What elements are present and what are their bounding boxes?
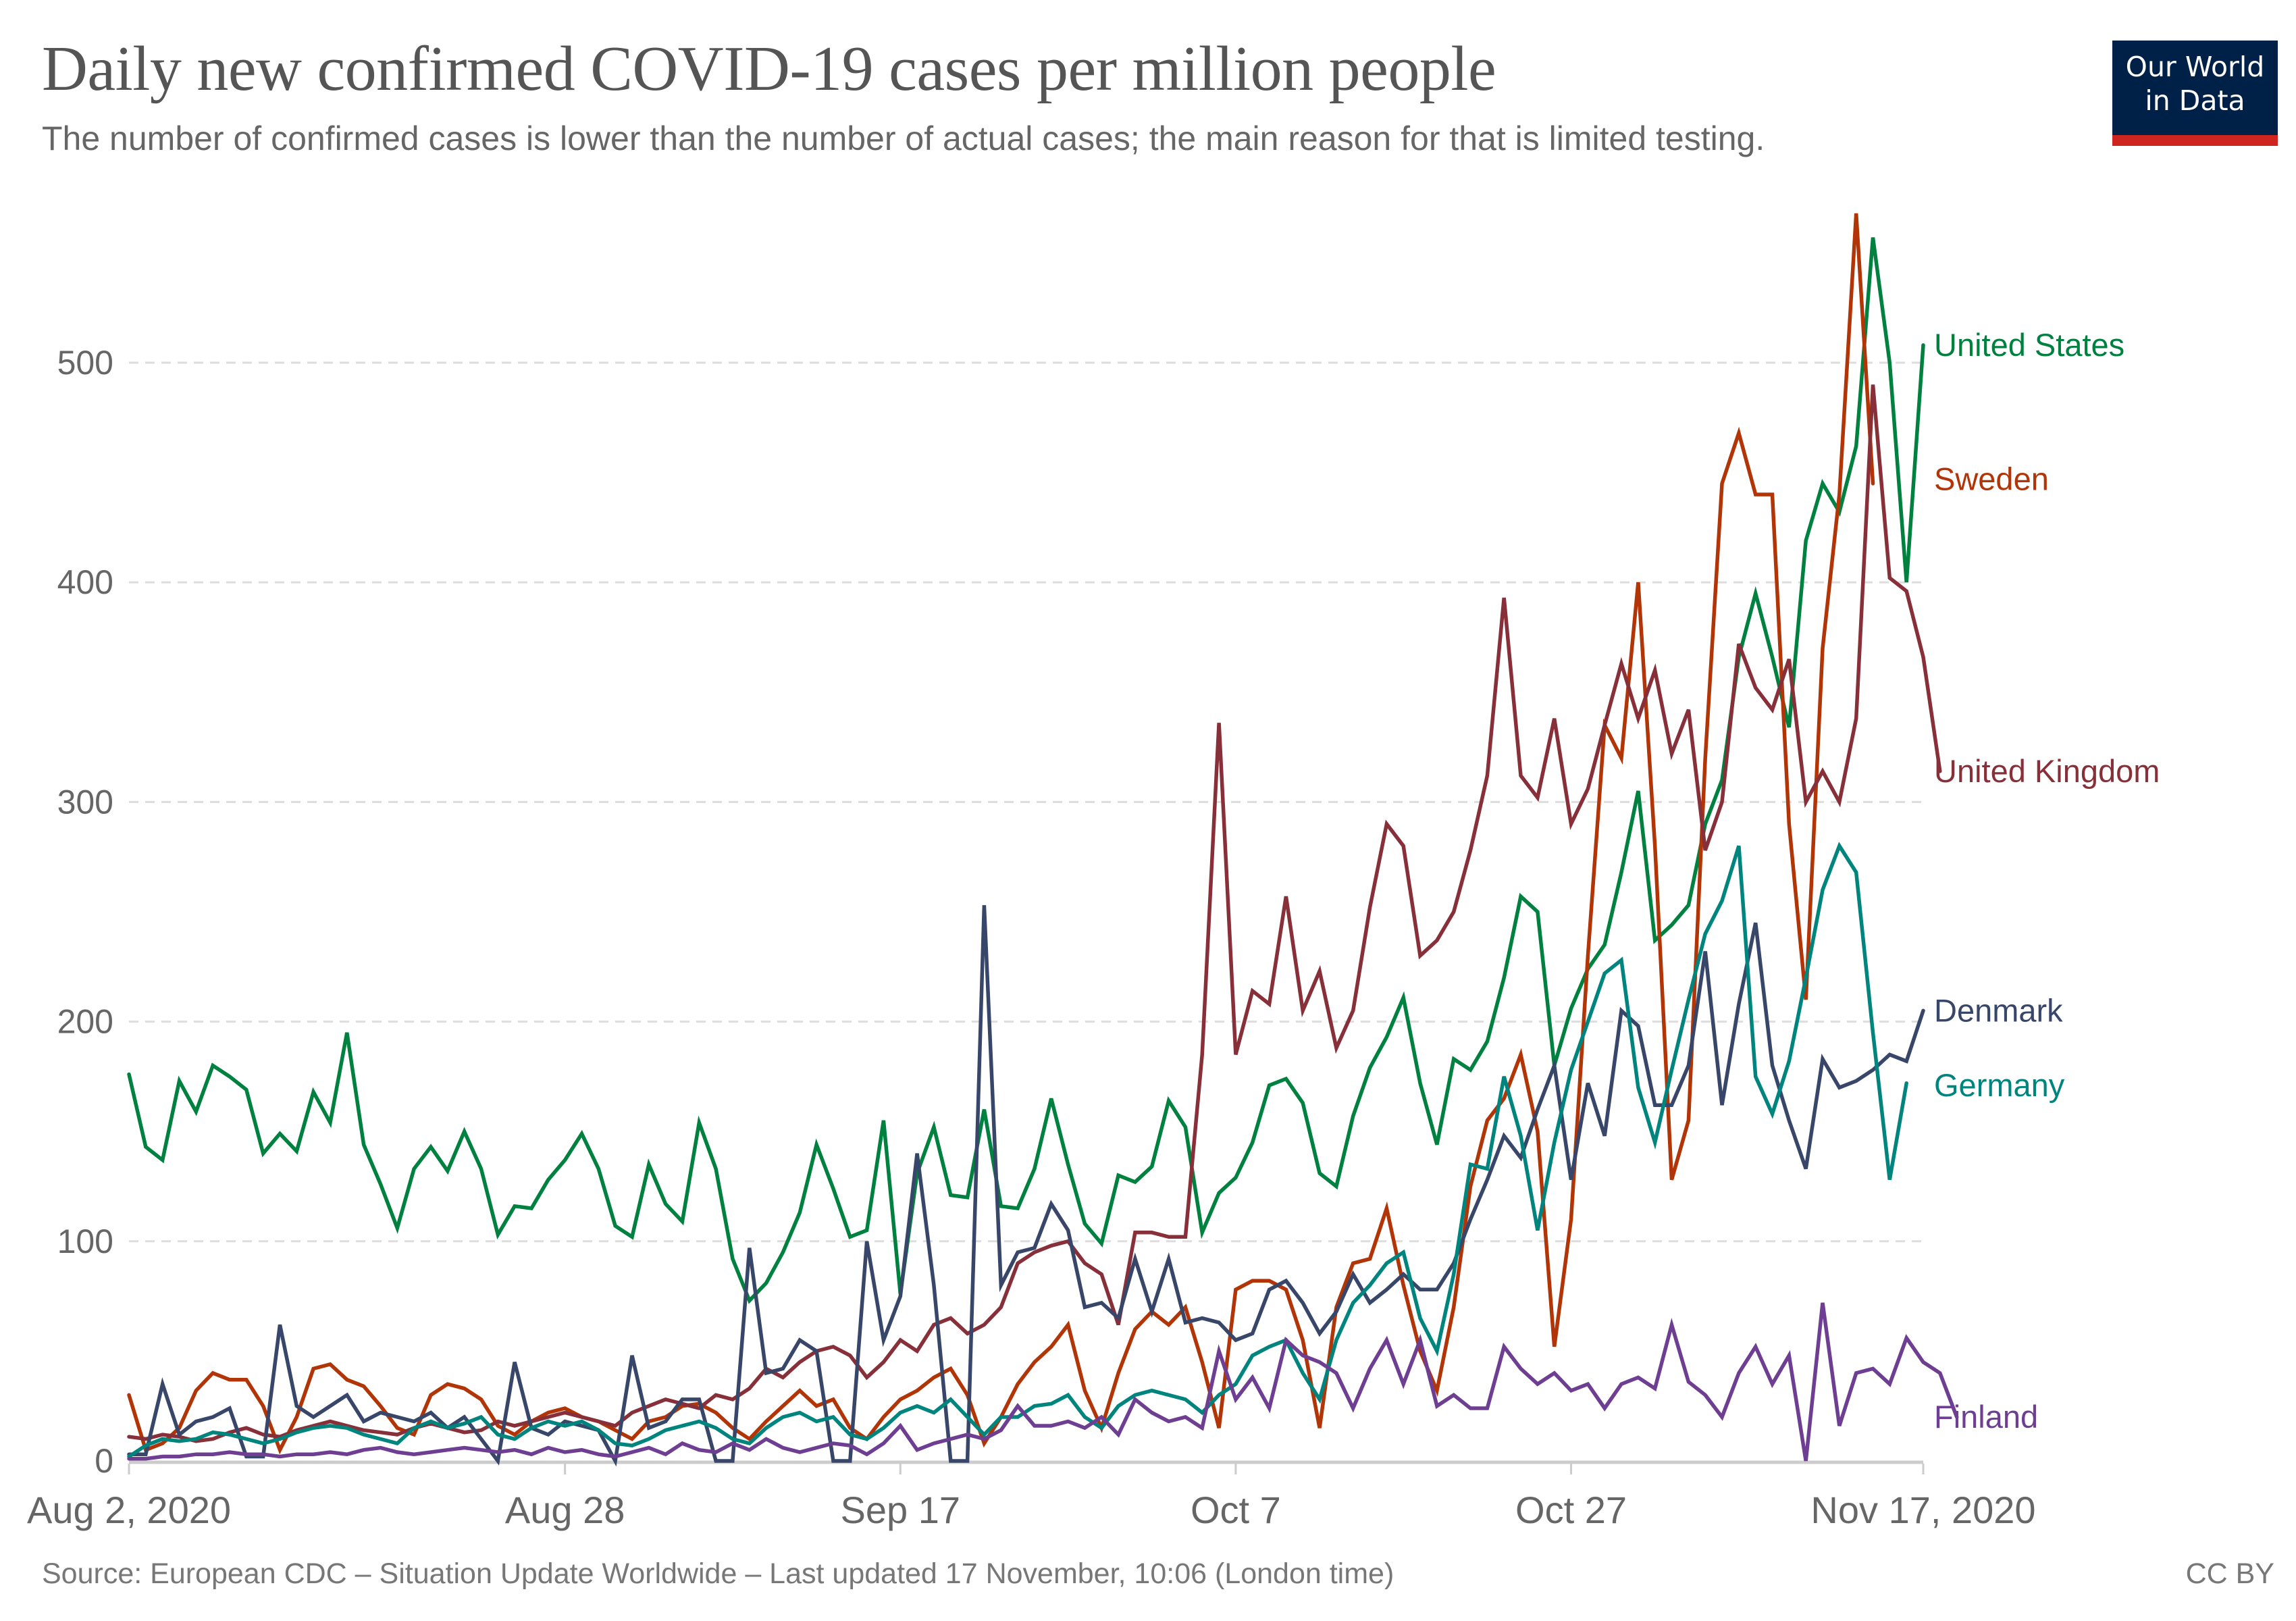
series-line-finland[interactable] xyxy=(127,1302,1959,1462)
x-tick-label: Sep 17 xyxy=(841,1489,961,1531)
series-label-finland[interactable]: Finland xyxy=(1934,1399,2038,1435)
gridlines xyxy=(129,361,1923,1243)
series-label-germany[interactable]: Germany xyxy=(1934,1067,2065,1103)
x-tick-label: Nov 17, 2020 xyxy=(1810,1489,2035,1531)
x-tick-label: Aug 2, 2020 xyxy=(27,1489,231,1531)
y-tick-label: 300 xyxy=(57,783,113,821)
logo-line-2: in Data xyxy=(2145,84,2245,117)
series-label-denmark[interactable]: Denmark xyxy=(1934,992,2063,1028)
series-line-united-kingdom[interactable] xyxy=(127,384,1942,1443)
license-link[interactable]: CC BY xyxy=(2185,1558,2274,1590)
x-axis: Aug 2, 2020 Aug 28 Sep 17 Oct 7 Oct 27 Nov 17… xyxy=(27,1460,2036,1531)
logo-line-1: Our World xyxy=(2125,51,2265,83)
series-lines xyxy=(127,213,1959,1467)
x-tick-label: Oct 27 xyxy=(1515,1489,1627,1531)
chart-title: Daily new confirmed COVID-19 cases per m… xyxy=(42,34,1496,104)
series-line-denmark[interactable] xyxy=(127,905,1925,1467)
series-label-united-states[interactable]: United States xyxy=(1934,327,2124,363)
x-tick-label: Aug 28 xyxy=(505,1489,625,1531)
y-axis-ticks: 0 100 200 300 400 500 xyxy=(57,344,113,1480)
logo-text: Our World in Data xyxy=(2112,50,2278,118)
series-line-united-states[interactable] xyxy=(127,237,1925,1304)
x-tick-label: Oct 7 xyxy=(1191,1489,1281,1531)
source-note[interactable]: Source: European CDC – Situation Update … xyxy=(42,1558,1394,1590)
y-tick-label: 200 xyxy=(57,1003,113,1041)
y-tick-label: 100 xyxy=(57,1223,113,1260)
series-label-united-kingdom[interactable]: United Kingdom xyxy=(1934,753,2160,789)
owid-logo[interactable]: Our World in Data xyxy=(2112,41,2278,146)
y-tick-label: 500 xyxy=(57,344,113,382)
logo-accent-bar xyxy=(2112,135,2278,146)
y-tick-label: 400 xyxy=(57,563,113,601)
series-line-germany[interactable] xyxy=(127,842,1908,1459)
series-label-sweden[interactable]: Sweden xyxy=(1934,461,2049,496)
y-tick-label: 0 xyxy=(95,1442,113,1480)
chart-subtitle: The number of confirmed cases is lower t… xyxy=(42,120,1765,157)
series-labels: United States Sweden United Kingdom Denmark… xyxy=(1934,327,2160,1435)
